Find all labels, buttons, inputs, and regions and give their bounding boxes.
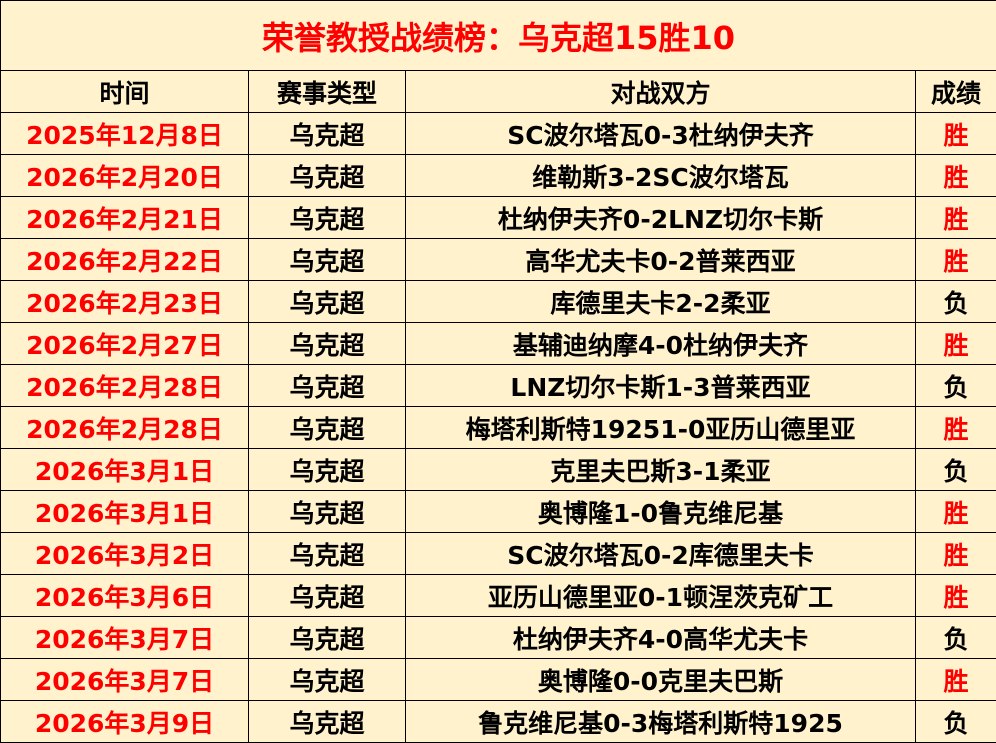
type-cell: 乌克超 [248, 406, 406, 449]
type-cell: 乌克超 [248, 700, 406, 743]
table-row: 2026年3月7日 乌克超 杜纳伊夫齐4-0高华尤夫卡负 [0, 616, 996, 659]
date-cell: 2026年3月7日 [0, 616, 249, 659]
table-row: 2026年2月21日 乌克超 杜纳伊夫齐0-2LNZ切尔卡斯胜 [0, 196, 996, 239]
result-cell: 负 [914, 616, 996, 659]
date-cell: 2026年3月1日 [0, 490, 249, 533]
type-cell: 乌克超 [248, 238, 406, 281]
result-cell: 胜 [914, 112, 996, 155]
match-cell: 杜纳伊夫齐0-2LNZ切尔卡斯 [405, 196, 916, 239]
date-cell: 2026年2月27日 [0, 322, 249, 365]
date-cell: 2026年2月28日 [0, 406, 249, 449]
type-cell: 乌克超 [248, 280, 406, 323]
table-row: 2025年12月8日 乌克超 SC波尔塔瓦0-3杜纳伊夫齐胜 [0, 112, 996, 155]
table-row: 2026年2月28日 乌克超 LNZ切尔卡斯1-3普莱西亚负 [0, 364, 996, 407]
match-cell: SC波尔塔瓦0-3杜纳伊夫齐 [405, 112, 916, 155]
match-cell: 奥博隆1-0鲁克维尼基 [405, 490, 916, 533]
type-cell: 乌克超 [248, 322, 406, 365]
match-cell: 奥博隆0-0克里夫巴斯 [405, 658, 916, 701]
header-time: 时间 [0, 70, 249, 113]
table-row: 2026年3月9日 乌克超 鲁克维尼基0-3梅塔利斯特1925 负 [0, 700, 996, 743]
table-title: 荣誉教授战绩榜：乌克超15胜10 [0, 0, 996, 71]
match-cell: 杜纳伊夫齐4-0高华尤夫卡 [405, 616, 916, 659]
type-cell: 乌克超 [248, 574, 406, 617]
match-cell: 维勒斯3-2SC波尔塔瓦 [405, 154, 916, 197]
type-cell: 乌克超 [248, 154, 406, 197]
header-row: 时间 赛事类型 对战双方 成绩 [0, 70, 996, 113]
date-cell: 2026年3月1日 [0, 448, 249, 491]
header-match: 对战双方 [405, 70, 916, 113]
date-cell: 2025年12月8日 [0, 112, 249, 155]
match-cell: 高华尤夫卡0-2普莱西亚 [405, 238, 916, 281]
result-cell: 胜 [914, 532, 996, 575]
date-cell: 2026年3月2日 [0, 532, 249, 575]
type-cell: 乌克超 [248, 112, 406, 155]
table-row: 2026年3月2日 乌克超 SC波尔塔瓦0-2库德里夫卡胜 [0, 532, 996, 575]
table-row: 2026年3月6日 乌克超 亚历山德里亚0-1顿涅茨克矿工胜 [0, 574, 996, 617]
result-cell: 负 [914, 448, 996, 491]
match-cell: 梅塔利斯特19251-0亚历山德里亚 [405, 406, 916, 449]
title-row: 荣誉教授战绩榜：乌克超15胜10 [0, 0, 996, 71]
match-cell: 鲁克维尼基0-3梅塔利斯特1925 [405, 700, 916, 743]
header-result: 成绩 [914, 70, 996, 113]
type-cell: 乌克超 [248, 364, 406, 407]
result-cell: 负 [914, 280, 996, 323]
match-cell: 基辅迪纳摩4-0杜纳伊夫齐 [405, 322, 916, 365]
result-cell: 胜 [914, 490, 996, 533]
result-cell: 胜 [914, 196, 996, 239]
date-cell: 2026年2月22日 [0, 238, 249, 281]
result-cell: 胜 [914, 322, 996, 365]
table-row: 2026年2月23日 乌克超 库德里夫卡2-2柔亚负 [0, 280, 996, 323]
table-row: 2026年2月28日 乌克超 梅塔利斯特19251-0亚历山德里亚胜 [0, 406, 996, 449]
result-cell: 胜 [914, 658, 996, 701]
match-cell: 亚历山德里亚0-1顿涅茨克矿工 [405, 574, 916, 617]
date-cell: 2026年3月6日 [0, 574, 249, 617]
match-cell: 库德里夫卡2-2柔亚 [405, 280, 916, 323]
type-cell: 乌克超 [248, 448, 406, 491]
type-cell: 乌克超 [248, 532, 406, 575]
match-cell: LNZ切尔卡斯1-3普莱西亚 [405, 364, 916, 407]
result-cell: 胜 [914, 238, 996, 281]
table-row: 2026年3月7日 乌克超 奥博隆0-0克里夫巴斯胜 [0, 658, 996, 701]
result-cell: 胜 [914, 406, 996, 449]
date-cell: 2026年2月20日 [0, 154, 249, 197]
result-cell: 负 [914, 700, 996, 743]
type-cell: 乌克超 [248, 658, 406, 701]
type-cell: 乌克超 [248, 616, 406, 659]
result-cell: 负 [914, 364, 996, 407]
header-type: 赛事类型 [248, 70, 406, 113]
date-cell: 2026年2月23日 [0, 280, 249, 323]
date-cell: 2026年3月7日 [0, 658, 249, 701]
result-cell: 胜 [914, 154, 996, 197]
match-cell: SC波尔塔瓦0-2库德里夫卡 [405, 532, 916, 575]
date-cell: 2026年3月9日 [0, 700, 249, 743]
date-cell: 2026年2月21日 [0, 196, 249, 239]
table-row: 2026年2月20日 乌克超 维勒斯3-2SC波尔塔瓦胜 [0, 154, 996, 197]
table-row: 2026年2月27日 乌克超 基辅迪纳摩4-0杜纳伊夫齐胜 [0, 322, 996, 365]
type-cell: 乌克超 [248, 490, 406, 533]
type-cell: 乌克超 [248, 196, 406, 239]
result-cell: 胜 [914, 574, 996, 617]
date-cell: 2026年2月28日 [0, 364, 249, 407]
table-row: 2026年2月22日 乌克超 高华尤夫卡0-2普莱西亚胜 [0, 238, 996, 281]
match-cell: 克里夫巴斯3-1柔亚 [405, 448, 916, 491]
table-row: 2026年3月1日 乌克超 奥博隆1-0鲁克维尼基胜 [0, 490, 996, 533]
table-row: 2026年3月1日 乌克超 克里夫巴斯3-1柔亚负 [0, 448, 996, 491]
